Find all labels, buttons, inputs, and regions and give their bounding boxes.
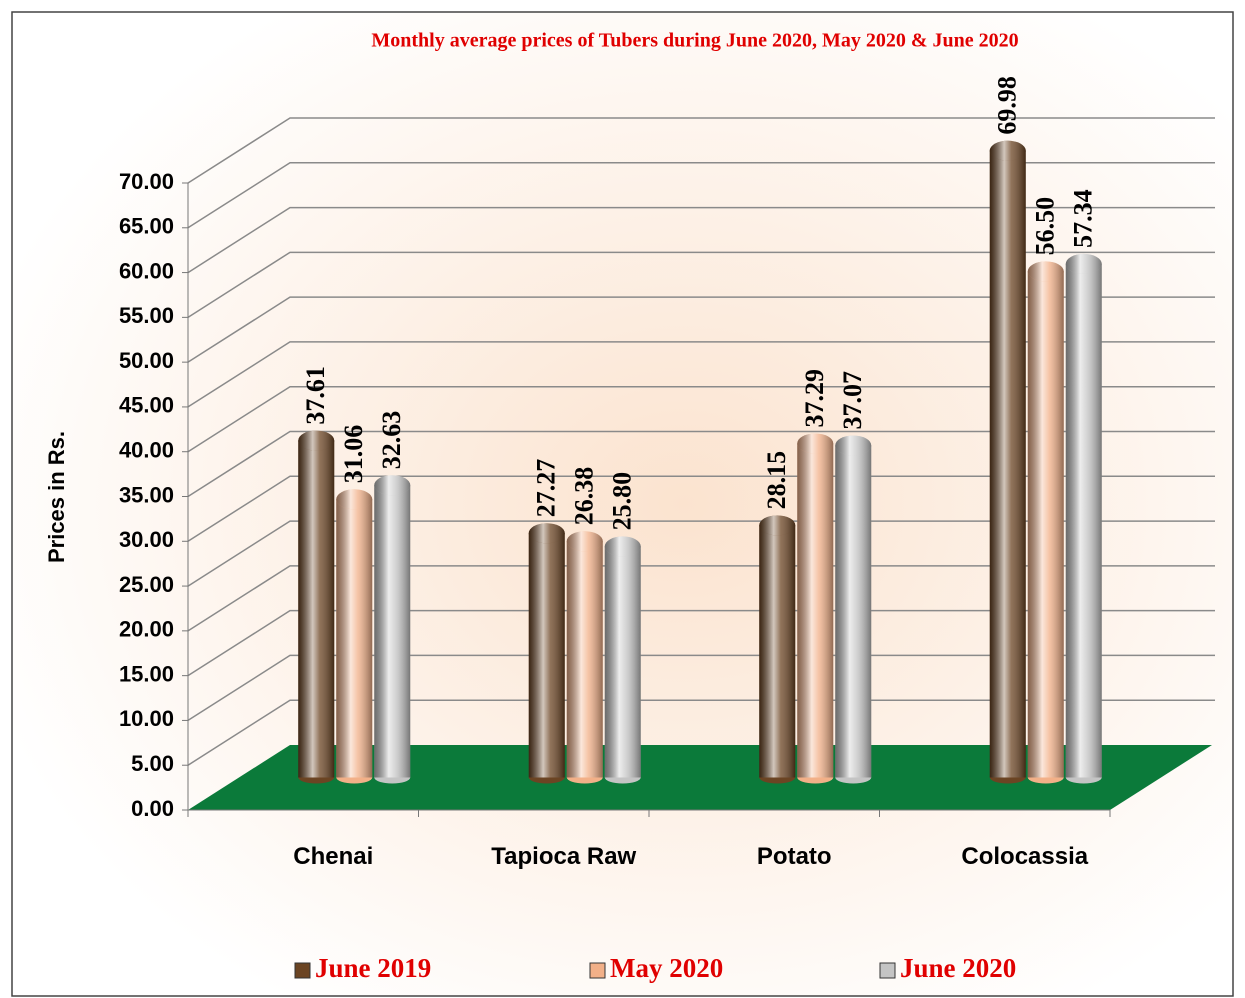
legend-label: June 2020 [900, 953, 1016, 983]
bar-shine [567, 541, 603, 777]
bar-cap-shine [605, 536, 641, 556]
data-label: 31.06 [339, 425, 368, 484]
data-label: 25.80 [608, 472, 637, 531]
bar-shine [1066, 264, 1102, 778]
bar-shine [529, 533, 565, 777]
data-label: 28.15 [762, 451, 791, 510]
chart-title: Monthly average prices of Tubers during … [371, 30, 1018, 52]
page: Monthly average prices of Tubers during … [0, 0, 1245, 998]
bar-shine [990, 151, 1026, 778]
y-tick-label: 20.00 [119, 617, 174, 642]
bar-cap-shine [336, 489, 372, 509]
data-label: 37.61 [301, 366, 330, 425]
bar-cap-shine [759, 515, 795, 535]
bar-shine [759, 525, 795, 777]
bar-cap-shine [374, 475, 410, 495]
data-label: 32.63 [377, 411, 406, 470]
data-label: 57.34 [1069, 189, 1098, 248]
y-tick-label: 60.00 [119, 258, 174, 283]
data-label: 37.29 [800, 369, 829, 428]
legend-swatch [295, 963, 310, 978]
y-tick-label: 10.00 [119, 706, 174, 731]
y-tick-label: 50.00 [119, 348, 174, 373]
y-tick-label: 15.00 [119, 661, 174, 686]
y-tick-label: 0.00 [131, 796, 174, 821]
x-tick-label: Tapioca Raw [489, 837, 639, 877]
bar-shine [605, 546, 641, 777]
legend-swatch [880, 963, 895, 978]
bar-cap-shine [835, 435, 871, 455]
bar-cap-shine [990, 141, 1026, 161]
bar-cap-shine [529, 523, 565, 543]
data-label: 37.07 [838, 371, 867, 430]
y-tick-label: 40.00 [119, 438, 174, 463]
y-axis-label: Prices in Rs. [44, 431, 69, 563]
y-tick-label: 5.00 [131, 751, 174, 776]
x-tick-label: Potato [719, 837, 869, 877]
bar-shine [336, 499, 372, 777]
y-tick-label: 30.00 [119, 527, 174, 552]
x-tick-label: Colocassia [950, 837, 1100, 877]
y-tick-label: 55.00 [119, 303, 174, 328]
bar-shine [1028, 271, 1064, 777]
y-tick-label: 70.00 [119, 169, 174, 194]
bar-cap-shine [298, 431, 334, 451]
bar-shine [797, 443, 833, 777]
bar-cap-shine [567, 531, 603, 551]
y-tick-label: 65.00 [119, 214, 174, 239]
bar-cap-shine [1028, 261, 1064, 281]
legend-swatch [590, 963, 605, 978]
bar-shine [374, 485, 410, 777]
legend-label: June 2019 [315, 953, 431, 983]
bar-cap-shine [1066, 254, 1102, 274]
y-tick-label: 25.00 [119, 572, 174, 597]
y-tick-label: 35.00 [119, 482, 174, 507]
y-tick-label: 45.00 [119, 393, 174, 418]
data-label: 69.98 [993, 76, 1022, 135]
bar-shine [835, 445, 871, 777]
data-label: 56.50 [1031, 197, 1060, 256]
legend-label: May 2020 [610, 953, 723, 983]
data-label: 27.27 [532, 459, 561, 518]
bar-shine [298, 441, 334, 778]
bar-cap-shine [797, 433, 833, 453]
data-label: 26.38 [570, 467, 599, 526]
x-tick-label: Chenai [258, 837, 408, 877]
